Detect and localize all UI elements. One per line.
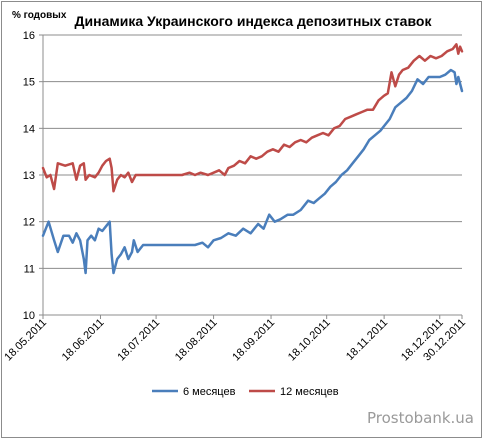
- x-tick-label-4: 18.08.2011: [173, 317, 220, 364]
- y-tick-label-15: 15: [23, 77, 35, 89]
- x-tick-label-1: 18.05.2011: [2, 317, 49, 364]
- y-axis-label: % годовых: [12, 10, 67, 21]
- x-tick-label-3: 18.07.2011: [115, 317, 162, 364]
- series-line-1: [41, 68, 464, 275]
- series-line-2: [41, 43, 464, 193]
- x-tick-label-5: 18.09.2011: [230, 317, 277, 364]
- watermark-text: Prostobank.ua: [367, 409, 474, 427]
- y-tick-label-16: 16: [23, 30, 35, 42]
- legend: 6 месяцев 12 месяцев: [152, 386, 339, 398]
- axes: [39, 34, 463, 319]
- y-tick-labels: 10 11 12 13 14 15 16: [23, 30, 35, 322]
- chart-title: Динамика Украинского индекса депозитных …: [75, 13, 433, 29]
- y-tick-label-14: 14: [23, 123, 35, 135]
- x-tick-labels: 18.05.2011 18.06.2011 18.07.2011 18.08.2011…: [2, 317, 468, 364]
- y-tick-label-13: 13: [23, 170, 35, 182]
- x-tick-label-2: 18.06.2011: [60, 317, 107, 364]
- legend-label-2: 12 месяцев: [280, 386, 339, 398]
- series-lines: [41, 43, 464, 275]
- x-tick-label-7: 18.11.2011: [344, 317, 390, 363]
- y-tick-label-12: 12: [23, 217, 35, 229]
- legend-label-1: 6 месяцев: [183, 386, 236, 398]
- x-tick-label-6: 18.10.2011: [286, 317, 333, 364]
- y-tick-label-10: 10: [23, 310, 35, 322]
- y-tick-label-11: 11: [24, 263, 35, 275]
